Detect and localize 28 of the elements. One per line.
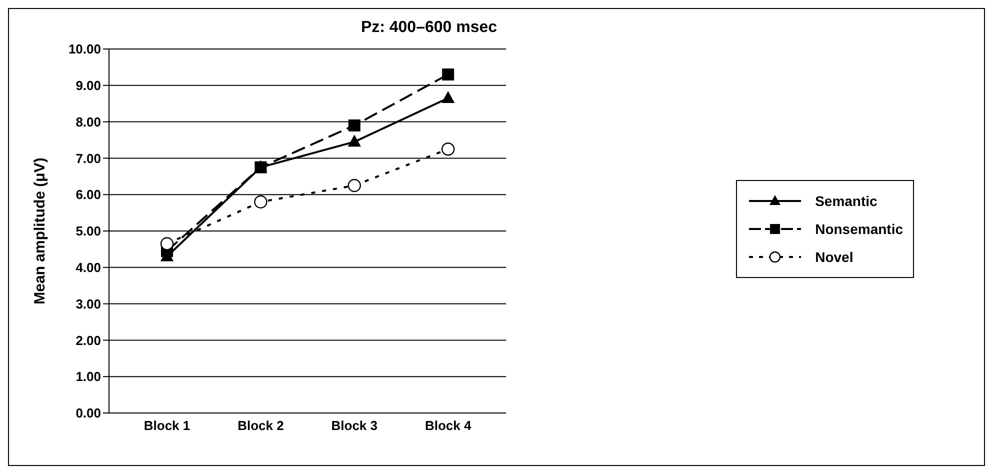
- legend-label: Semantic: [815, 193, 878, 209]
- point: [254, 195, 268, 208]
- y-tick-label: 0.00: [76, 406, 101, 421]
- y-tick-label: 10.00: [68, 42, 101, 57]
- y-tick-label: 7.00: [76, 150, 101, 166]
- y-tick-label: 4.00: [76, 260, 101, 276]
- x-tick-label: Block 1: [144, 418, 190, 434]
- point: [441, 142, 455, 156]
- point: [348, 134, 361, 147]
- legend-label: Nonsemantic: [815, 221, 903, 237]
- y-tick-label: 6.00: [76, 187, 101, 202]
- legend-label: Novel: [815, 249, 854, 265]
- y-axis-title: Mean amplitude (μV): [31, 158, 48, 304]
- point: [348, 178, 361, 192]
- y-tick-label: 3.00: [76, 296, 101, 312]
- x-tick-label: Block 4: [424, 418, 472, 434]
- chart-title: Pz: 400–600 msec: [360, 19, 498, 37]
- point: [442, 68, 454, 80]
- y-tick-label: 5.00: [76, 224, 101, 239]
- x-tick-label: Block 2: [238, 418, 284, 434]
- y-tick-label: 2.00: [76, 332, 101, 348]
- y-tick-label: 9.00: [76, 78, 101, 94]
- point: [348, 119, 360, 132]
- point: [160, 237, 174, 250]
- point: [441, 90, 455, 103]
- y-tick-label: 8.00: [76, 114, 101, 130]
- x-tick-label: Block 3: [331, 418, 378, 434]
- y-tick-label: 1.00: [76, 369, 101, 384]
